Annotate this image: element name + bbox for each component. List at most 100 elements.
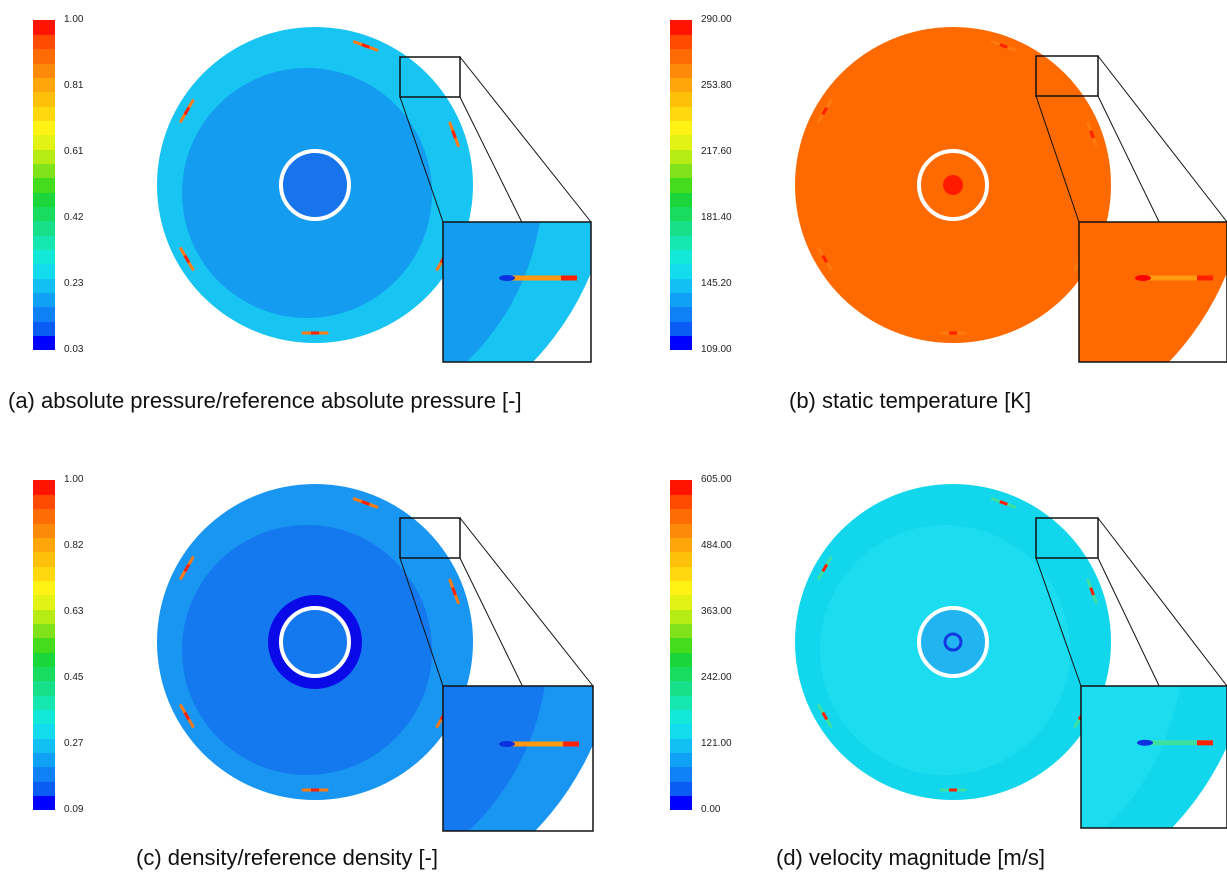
colorbar-band bbox=[33, 149, 55, 164]
colorbar-band bbox=[670, 77, 692, 93]
colorbar-band bbox=[33, 766, 55, 782]
colorbar-band bbox=[33, 566, 55, 581]
inner-boundary-ring bbox=[279, 606, 351, 678]
colorbar-band bbox=[670, 480, 692, 495]
colorbar-band bbox=[670, 709, 692, 725]
zoom-blade-root bbox=[499, 275, 515, 281]
colorbar-band bbox=[670, 594, 692, 610]
colorbar-band bbox=[33, 91, 55, 107]
colorbar-tick-label: 109.00 bbox=[701, 344, 732, 355]
blade-tip bbox=[821, 711, 829, 721]
zoom-inner-region bbox=[443, 222, 540, 362]
panel-d: 605.00 484.00 363.00 242.00 121.00 0.00 (d) v… bbox=[613, 460, 1227, 890]
zoom-connector bbox=[399, 557, 444, 687]
panel-b: 290.00 253.80 217.60 181.40 145.20 109.00 (b)… bbox=[613, 0, 1227, 445]
zoom-connector bbox=[1097, 517, 1227, 687]
caption-d: (d) velocity magnitude [m/s] bbox=[776, 845, 1045, 870]
zoom-connector bbox=[1035, 95, 1080, 223]
colorbar-band bbox=[670, 263, 692, 279]
colorbar-tick-label: 0.82 bbox=[64, 540, 84, 551]
colorbar-tick-label: 290.00 bbox=[701, 14, 732, 25]
colorbar-tick-label: 121.00 bbox=[701, 738, 732, 749]
colorbar-band bbox=[670, 580, 692, 596]
caption-c: (c) density/reference density [-] bbox=[136, 845, 439, 870]
colorbar-band bbox=[33, 523, 55, 538]
colorbar-band bbox=[33, 781, 55, 797]
colorbar-tick-label: 0.63 bbox=[64, 606, 84, 617]
colorbar-band bbox=[33, 235, 55, 251]
blade-tip bbox=[183, 254, 191, 264]
blade bbox=[990, 497, 1017, 509]
zoom-inset bbox=[1079, 222, 1227, 362]
colorbar-band bbox=[33, 666, 55, 682]
colorbar-band bbox=[33, 48, 55, 64]
colorbar-band bbox=[670, 752, 692, 768]
zoom-source-box bbox=[1035, 517, 1099, 559]
colorbar-band bbox=[670, 551, 692, 567]
colorbar-band bbox=[670, 652, 692, 668]
colorbar-band bbox=[670, 335, 692, 351]
colorbar-band bbox=[33, 220, 55, 236]
colorbar-tick-label: 0.03 bbox=[64, 344, 84, 355]
colorbar-band bbox=[33, 537, 55, 553]
colorbar-band bbox=[670, 738, 692, 754]
colorbar-tick-label: 0.23 bbox=[64, 278, 84, 289]
colorbar-band bbox=[670, 609, 692, 624]
panel-c: 1.00 0.82 0.63 0.45 0.27 0.09 (c) density/ref… bbox=[0, 460, 613, 890]
zoom-frame bbox=[1080, 685, 1227, 829]
colorbar-band bbox=[33, 623, 55, 639]
zoom-blade-root bbox=[499, 741, 515, 747]
colorbar-band bbox=[33, 163, 55, 179]
colorbar-band bbox=[670, 623, 692, 639]
zoom-connector bbox=[459, 517, 594, 687]
inner-boundary-ring bbox=[279, 149, 351, 221]
colorbar-band bbox=[670, 537, 692, 553]
colorbar-band bbox=[670, 292, 692, 308]
zoom-frame bbox=[442, 685, 594, 832]
panel-a: 1.00 0.81 0.61 0.42 0.23 0.03 (a) absolute pr… bbox=[0, 0, 613, 445]
blade-tip bbox=[821, 254, 829, 264]
colorbar-band bbox=[33, 278, 55, 294]
inner-boundary-ring bbox=[917, 606, 989, 678]
caption-a: (a) absolute pressure/reference absolute… bbox=[8, 388, 522, 413]
zoom-connector bbox=[459, 56, 592, 223]
colorbar-band bbox=[670, 63, 692, 78]
blade-tip bbox=[361, 500, 370, 506]
zoom-source-box bbox=[1035, 55, 1099, 97]
colorbar-tick-label: 0.00 bbox=[701, 804, 721, 815]
colorbar-band bbox=[33, 306, 55, 322]
colorbar-band bbox=[670, 192, 692, 208]
blade bbox=[1086, 578, 1098, 605]
colorbar-band bbox=[33, 551, 55, 567]
colorbar-band bbox=[670, 278, 692, 294]
colorbar-tick-label: 253.80 bbox=[701, 80, 732, 91]
colorbar-tick-label: 0.61 bbox=[64, 146, 84, 157]
blade-tip bbox=[361, 43, 370, 49]
colorbar-tick-label: 605.00 bbox=[701, 474, 732, 485]
colorbar-band bbox=[670, 508, 692, 524]
colorbar-band bbox=[670, 695, 692, 711]
colorbar-band bbox=[33, 263, 55, 279]
colorbar-band bbox=[33, 652, 55, 668]
blade-tip bbox=[999, 43, 1008, 49]
colorbar-band bbox=[670, 206, 692, 222]
colorbar-band bbox=[33, 120, 55, 136]
zoom-inset bbox=[443, 686, 593, 831]
colorbar-tick-label: 181.40 bbox=[701, 212, 732, 223]
blade-tip bbox=[821, 563, 829, 573]
blade bbox=[817, 556, 833, 580]
zoom-frame bbox=[442, 221, 592, 363]
colorbar-band bbox=[670, 220, 692, 236]
contour-plot-b bbox=[795, 27, 1227, 363]
colorbar-band bbox=[670, 637, 692, 653]
colorbar-d bbox=[670, 480, 692, 811]
zoom-source-box bbox=[399, 56, 461, 98]
colorbar-band bbox=[33, 292, 55, 308]
colorbar-band bbox=[33, 20, 55, 35]
colorbar-band bbox=[33, 63, 55, 78]
blade bbox=[179, 247, 195, 271]
contour-plot-c bbox=[157, 484, 594, 832]
blade bbox=[179, 704, 195, 728]
core-region bbox=[919, 608, 987, 676]
blade-tip bbox=[1089, 587, 1095, 596]
